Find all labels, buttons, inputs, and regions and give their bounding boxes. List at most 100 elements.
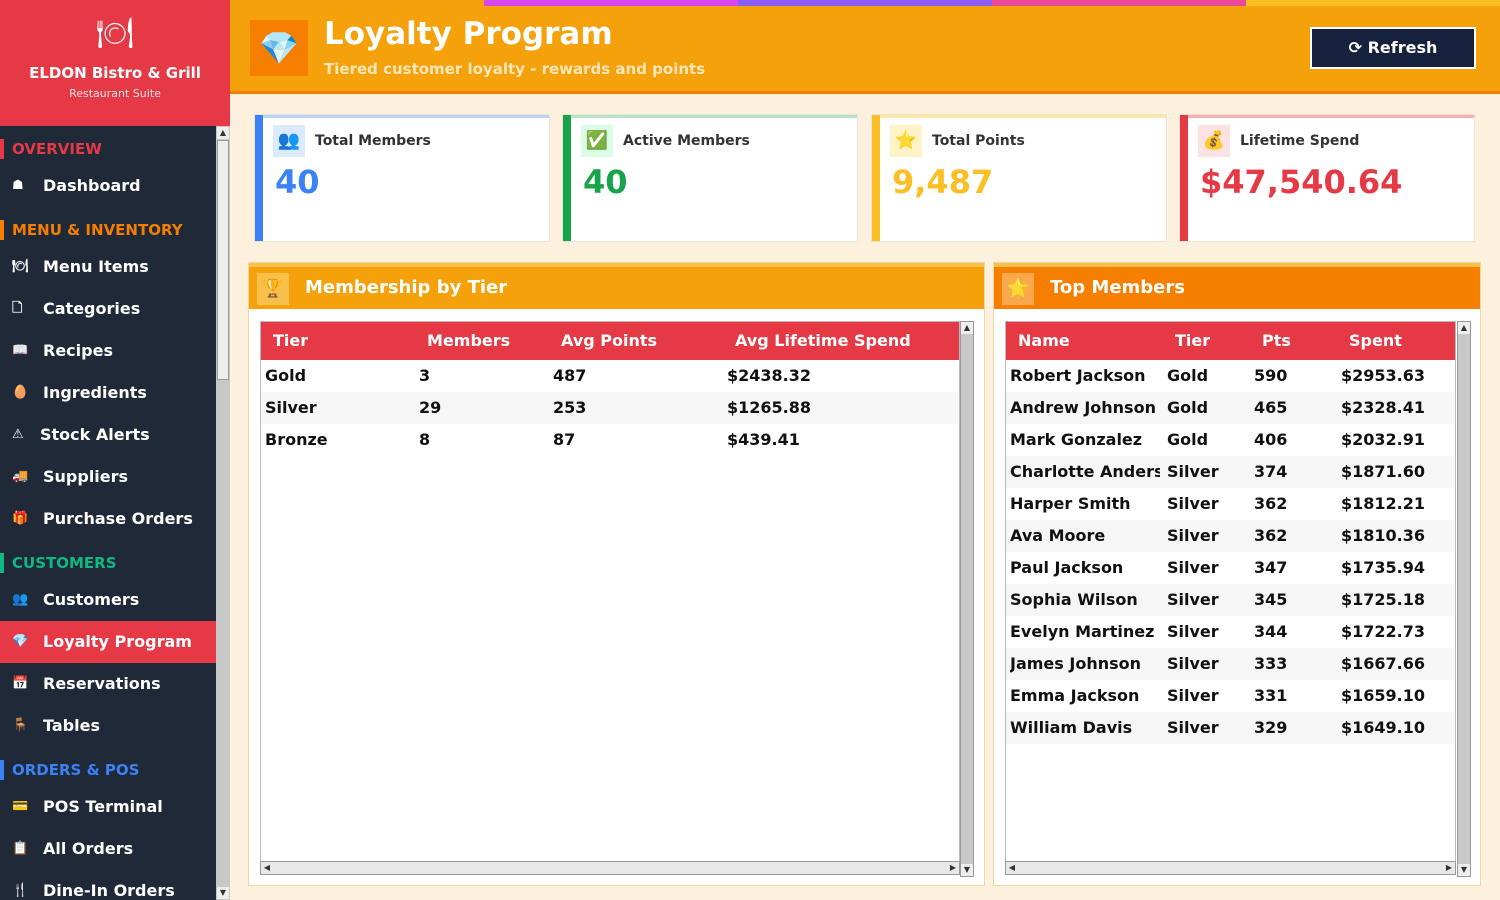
cell-points: 374 — [1254, 462, 1288, 481]
section-overview: OVERVIEW — [0, 139, 216, 159]
sidebar-item-dine-in-orders[interactable]: 🍴 Dine-In Orders — [0, 870, 216, 900]
glowing-star-icon: 🌟 — [1002, 273, 1034, 305]
table-row[interactable]: Bronze 8 87 $439.41 — [261, 424, 959, 456]
cell-tier: Silver — [1167, 590, 1219, 609]
scroll-right-icon[interactable]: ▶ — [949, 863, 957, 872]
cell-name: Ava Moore — [1010, 526, 1106, 545]
cell-spent: $1871.60 — [1341, 462, 1426, 481]
scroll-left-icon[interactable]: ◀ — [263, 863, 271, 872]
scroll-left-icon[interactable]: ◀ — [1008, 863, 1016, 872]
column-header[interactable]: Spent — [1349, 331, 1402, 350]
restaurant-subtitle: Restaurant Suite — [69, 87, 161, 100]
cell-avg-points: 487 — [553, 366, 587, 385]
sidebar-item-stock-alerts[interactable]: ⚠ Stock Alerts — [0, 414, 216, 456]
table-row[interactable]: William Davis Silver 329 $1649.10 — [1006, 712, 1455, 744]
scroll-right-icon[interactable]: ▶ — [1445, 863, 1453, 872]
cell-points: 329 — [1254, 718, 1288, 737]
top-members-vscrollbar[interactable]: ▲ ▼ — [1457, 321, 1471, 877]
top-members-table: Name Tier Pts Spent Robert Jackson Gold 59… — [1005, 321, 1456, 865]
star-icon: ⭐ — [890, 125, 922, 157]
top-members-hscrollbar[interactable]: ◀ ▶ — [1005, 861, 1456, 875]
table-row[interactable]: James Johnson Silver 333 $1667.66 — [1006, 648, 1455, 680]
sidebar-item-purchase-orders[interactable]: 🎁 Purchase Orders — [0, 498, 216, 540]
cell-tier: Gold — [265, 366, 307, 385]
cell-tier: Silver — [1167, 622, 1219, 641]
sidebar-item-tables[interactable]: 🪑 Tables — [0, 705, 216, 747]
column-header[interactable]: Avg Points — [561, 331, 658, 350]
table-row[interactable]: Paul Jackson Silver 347 $1735.94 — [1006, 552, 1455, 584]
sidebar-item-loyalty-program[interactable]: 💎 Loyalty Program — [0, 621, 216, 663]
cell-spent: $1659.10 — [1341, 686, 1426, 705]
sidebar-item-suppliers[interactable]: 🚚 Suppliers — [0, 456, 216, 498]
sidebar-item-label: Categories — [43, 299, 141, 318]
scroll-down-icon[interactable]: ▼ — [1458, 864, 1470, 876]
table-row[interactable]: Evelyn Martinez Silver 344 $1722.73 — [1006, 616, 1455, 648]
sidebar-scrollbar[interactable]: ▲ ▼ — [216, 126, 230, 900]
column-header[interactable]: Tier — [273, 331, 309, 350]
table-row[interactable]: Silver 29 253 $1265.88 — [261, 392, 959, 424]
stat-label: Total Members — [315, 133, 431, 149]
sidebar-item-label: Purchase Orders — [43, 509, 193, 528]
tier-table-hscrollbar[interactable]: ◀ ▶ — [260, 861, 960, 875]
clipboard-icon: 📋 — [12, 841, 29, 856]
scroll-up-icon[interactable]: ▲ — [1458, 322, 1470, 334]
sidebar-item-label: All Orders — [43, 839, 134, 858]
cell-name: James Johnson — [1010, 654, 1141, 673]
table-row[interactable]: Emma Jackson Silver 331 $1659.10 — [1006, 680, 1455, 712]
sidebar-item-reservations[interactable]: 📅 Reservations — [0, 663, 216, 705]
page-subtitle: Tiered customer loyalty - rewards and po… — [324, 60, 706, 78]
sidebar-item-recipes[interactable]: 📖 Recipes — [0, 330, 216, 372]
column-header[interactable]: Members — [427, 331, 511, 350]
table-row[interactable]: Robert Jackson Gold 590 $2953.63 — [1006, 360, 1455, 392]
scroll-down-icon[interactable]: ▼ — [961, 864, 973, 876]
sidebar-item-pos-terminal[interactable]: 💳 POS Terminal — [0, 786, 216, 828]
scroll-up-icon[interactable]: ▲ — [961, 322, 973, 334]
table-header: Tier Members Avg Points Avg Lifetime Spe… — [261, 322, 959, 360]
sidebar-item-label: Dine-In Orders — [43, 881, 175, 900]
cell-spent: $1735.94 — [1341, 558, 1426, 577]
cell-points: 406 — [1254, 430, 1288, 449]
cell-name: Evelyn Martinez — [1010, 622, 1155, 641]
table-row[interactable]: Sophia Wilson Silver 345 $1725.18 — [1006, 584, 1455, 616]
scroll-up-icon[interactable]: ▲ — [217, 127, 229, 139]
cell-spent: $1725.18 — [1341, 590, 1426, 609]
table-row[interactable]: Andrew Johnson Gold 465 $2328.41 — [1006, 392, 1455, 424]
sidebar-item-ingredients[interactable]: 🥚 Ingredients — [0, 372, 216, 414]
sidebar-item-categories[interactable]: 🗋 Categories — [0, 288, 216, 330]
scroll-down-icon[interactable]: ▼ — [217, 887, 229, 899]
scrollbar-thumb[interactable] — [217, 140, 229, 380]
cell-avg-points: 253 — [553, 398, 587, 417]
table-row[interactable]: Gold 3 487 $2438.32 — [261, 360, 959, 392]
cell-name: Andrew Johnson — [1010, 398, 1156, 417]
sidebar-item-customers[interactable]: 👥 Customers — [0, 579, 216, 621]
cell-tier: Bronze — [265, 430, 328, 449]
column-header[interactable]: Name — [1018, 331, 1070, 350]
stat-label: Lifetime Spend — [1240, 133, 1360, 149]
sidebar-item-menu-items[interactable]: 🍽 Menu Items — [0, 246, 216, 288]
sidebar-item-label: Tables — [43, 716, 100, 735]
cell-spent: $1810.36 — [1341, 526, 1426, 545]
panel-header: 🏆 Membership by Tier — [249, 263, 984, 309]
trophy-icon: 🏆 — [257, 273, 289, 305]
sidebar-item-all-orders[interactable]: 📋 All Orders — [0, 828, 216, 870]
tier-table-vscrollbar[interactable]: ▲ ▼ — [960, 321, 974, 877]
refresh-button[interactable]: ⟳ Refresh — [1310, 27, 1476, 69]
table-row[interactable]: Mark Gonzalez Gold 406 $2032.91 — [1006, 424, 1455, 456]
membership-by-tier-panel: 🏆 Membership by Tier Tier Members Avg Po… — [248, 262, 985, 886]
cell-points: 333 — [1254, 654, 1288, 673]
cell-name: Sophia Wilson — [1010, 590, 1138, 609]
cell-avg-spend: $2438.32 — [727, 366, 812, 385]
cell-points: 345 — [1254, 590, 1288, 609]
table-row[interactable]: Harper Smith Silver 362 $1812.21 — [1006, 488, 1455, 520]
column-header[interactable]: Tier — [1175, 331, 1211, 350]
cell-tier: Silver — [1167, 654, 1219, 673]
table-row[interactable]: Ava Moore Silver 362 $1810.36 — [1006, 520, 1455, 552]
table-row[interactable]: Charlotte Anderson Silver 374 $1871.60 — [1006, 456, 1455, 488]
sidebar-item-label: Suppliers — [43, 467, 129, 486]
sidebar-item-dashboard[interactable]: ☗ Dashboard — [0, 165, 216, 207]
cell-points: 331 — [1254, 686, 1288, 705]
cell-points: 590 — [1254, 366, 1288, 385]
column-header[interactable]: Avg Lifetime Spend — [735, 331, 911, 350]
cell-spent: $1812.21 — [1341, 494, 1426, 513]
column-header[interactable]: Pts — [1262, 331, 1291, 350]
